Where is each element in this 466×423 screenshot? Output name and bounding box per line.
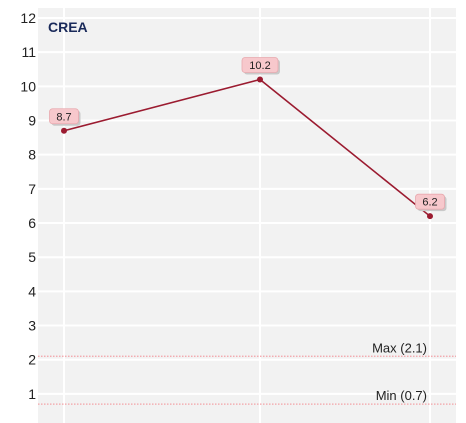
- data-point: [427, 213, 433, 220]
- reference-line-label: Min (0.7): [376, 388, 427, 403]
- data-label-box: [49, 108, 79, 125]
- reference-lines: Max (2.1) Min (0.7): [38, 340, 456, 405]
- plot-area: [38, 8, 456, 423]
- data-label: 6.2: [422, 197, 437, 209]
- y-tick-label: 5: [28, 249, 36, 265]
- y-tick-label: 4: [28, 283, 36, 299]
- y-tick-label: 2: [28, 352, 36, 368]
- data-label: 8.7: [56, 111, 71, 123]
- y-tick-label: 7: [28, 181, 36, 197]
- reference-line-label: Max (2.1): [372, 340, 427, 355]
- y-tick-label: 11: [21, 44, 36, 60]
- y-tick-label: 3: [28, 318, 36, 334]
- y-tick-label: 10: [20, 78, 36, 94]
- y-tick-label: 1: [28, 386, 36, 402]
- horizontal-grid: [38, 17, 456, 395]
- chart-title: CREA: [48, 19, 88, 35]
- y-tick-label: 12: [20, 10, 36, 26]
- data-point: [61, 127, 67, 134]
- data-label-box: [415, 193, 445, 210]
- y-tick-label: 8: [28, 147, 36, 163]
- series-crea: 8.7 10.2 6.2: [49, 57, 447, 220]
- data-label: 10.2: [249, 60, 270, 72]
- data-point: [257, 76, 263, 83]
- y-tick-label: 9: [28, 113, 36, 129]
- data-label-box: [241, 57, 279, 73]
- y-tick-label: 6: [28, 215, 36, 231]
